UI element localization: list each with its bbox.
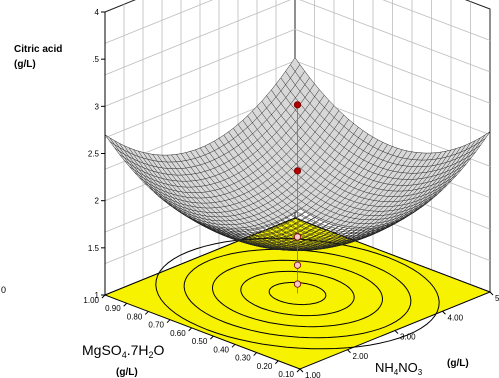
y-tick (489, 291, 494, 296)
surface-mesh-line (256, 106, 453, 202)
x-tick-label: 0.30 (235, 354, 251, 363)
contour-line (240, 270, 355, 317)
surface-mesh-line (271, 89, 467, 186)
y-tick-label: 2.00 (353, 352, 369, 361)
surface-mesh-line (285, 71, 481, 168)
surface-mesh-line (209, 143, 405, 240)
surface-mesh-line (266, 95, 462, 192)
surface-mesh-line (182, 136, 374, 235)
surface-mesh-line (168, 127, 359, 225)
surface-mesh-line (153, 114, 345, 213)
x-tick-label: 0.20 (257, 362, 273, 371)
y-tick-label: 3.00 (400, 333, 416, 342)
center-point (293, 261, 302, 269)
z-tick-label: .5 (92, 55, 99, 64)
surface-mesh-line (290, 64, 486, 161)
x-tick-label: 0.10 (278, 370, 294, 378)
x-tick (166, 319, 171, 324)
y-axis-unit: (g/L) (447, 358, 469, 369)
surface-mesh-line (104, 57, 296, 156)
x-tick-label: 0.90 (105, 304, 121, 313)
y-tick-label: 5 (495, 294, 499, 303)
contour-line (183, 248, 412, 339)
x-tick-label: 0.60 (170, 329, 186, 338)
surface-mesh-line (119, 77, 310, 176)
surface-mesh-line (197, 144, 388, 243)
surface-mesh-line (143, 105, 335, 204)
x-tick-label: 0.70 (148, 321, 164, 330)
z-tick-label: 1 (95, 291, 100, 300)
x-tick-label: 0.40 (213, 345, 229, 354)
surface-mesh-line (261, 100, 457, 197)
surface-mesh-line (237, 124, 434, 221)
surface-mesh-line (294, 57, 491, 154)
y-tick (442, 310, 446, 315)
contour-line (211, 259, 384, 328)
surface-mesh-line (228, 131, 424, 228)
surface-mesh-line (177, 133, 369, 232)
surface-mesh-line (114, 71, 306, 169)
surface-mesh-line (187, 139, 379, 238)
surface-mesh-line (134, 95, 325, 193)
center-point (293, 233, 302, 241)
x-tick (274, 360, 279, 365)
z-axis-title: Citric acid (14, 44, 62, 55)
x-tick (123, 302, 128, 307)
z-tick-label: 3 (95, 102, 100, 111)
z-tick-label: 1.5 (88, 244, 100, 253)
center-point (293, 167, 302, 175)
z-axis-unit: (g/L) (14, 59, 36, 70)
x-tick (296, 368, 301, 373)
y-axis-title: NH4NO3 (375, 360, 423, 377)
center-point (293, 280, 302, 288)
x-tick (231, 343, 236, 348)
surface-mesh-line (280, 77, 476, 174)
margin-fragment: 0 (1, 285, 6, 295)
x-tick-label: 0.80 (127, 312, 143, 321)
z-tick-label: 2 (95, 197, 100, 206)
surface-mesh-line (204, 145, 400, 242)
y-tick-label: 4.00 (448, 313, 464, 322)
surface-mesh-line (173, 130, 364, 229)
y-tick (394, 330, 399, 334)
surface-mesh-line (275, 83, 472, 180)
axes: 4.532.521.511.000.900.800.700.600.500.40… (83, 8, 499, 378)
y-tick (299, 368, 304, 373)
center-point (293, 101, 302, 109)
surface-mesh-line (129, 89, 320, 188)
x-tick-label: 0.50 (192, 337, 208, 346)
wall-gridline (104, 28, 491, 107)
surface-mesh-line (158, 119, 349, 218)
surface-mesh-line (233, 128, 429, 224)
x-tick (253, 352, 258, 356)
x-tick (144, 311, 149, 315)
wall-gridline (104, 0, 491, 44)
y-tick-label: 1.00 (305, 371, 321, 378)
x-tick (188, 327, 193, 332)
surface-mesh-line (247, 115, 443, 212)
surface-mesh-line (192, 142, 384, 241)
surface-mesh-line (223, 134, 419, 231)
center-points (293, 101, 302, 294)
y-tick (347, 349, 351, 354)
surface-mesh-line (163, 123, 354, 222)
z-tick-label: 4 (95, 8, 100, 17)
x-tick (209, 335, 214, 340)
wall-gridline (104, 0, 491, 76)
surface-mesh-line (252, 110, 448, 207)
x-tick (101, 294, 106, 299)
surface-mesh-line (148, 110, 340, 209)
surface-mesh-line (242, 120, 438, 216)
x-tick-label: 1.00 (83, 296, 99, 305)
x-axis-unit: (g/L) (116, 367, 138, 378)
surface-mesh-line (124, 83, 315, 182)
contour-line (268, 281, 327, 306)
surface-mesh-line (109, 64, 301, 163)
surface-mesh-line (218, 138, 415, 234)
surface-mesh-line (214, 140, 410, 237)
x-axis-title: MgSO4.7H2O (82, 342, 165, 360)
z-tick-label: 2.5 (88, 150, 100, 159)
